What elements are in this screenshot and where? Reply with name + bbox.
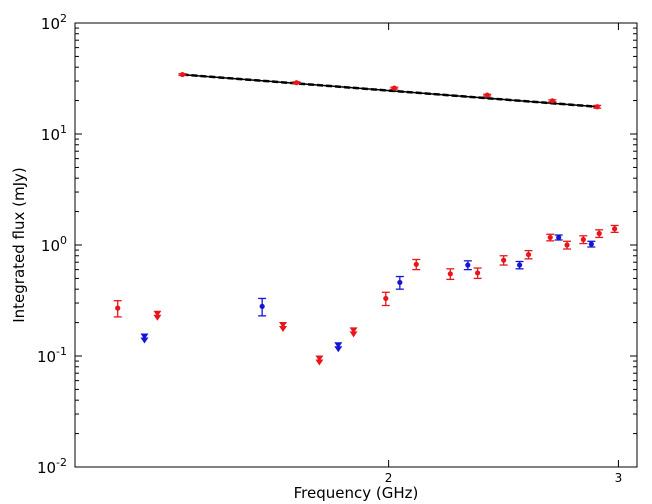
data-point [179,71,186,78]
data-point [525,251,532,258]
x-tick-label: 2 [385,471,393,485]
plot-area-frame [74,22,638,468]
y-tick-label: 100 [41,234,67,255]
data-point [501,257,507,263]
data-point [383,295,389,302]
data-point [556,234,562,241]
upper-limit-arrow [334,342,343,349]
data-point [447,271,453,277]
data-point [594,104,600,110]
data-point [413,261,419,267]
upper-limit-arrow [349,331,358,338]
data-point [293,80,300,86]
x-axis-label: Frequency (GHz) [294,484,419,502]
plot-elements [113,71,619,366]
upper-limit-arrow [349,327,358,334]
plot-frame [74,22,638,468]
upper-limit-arrow [279,322,288,329]
data-point [580,236,586,243]
upper-limit-arrow [334,346,343,353]
upper-limit-arrow [153,310,162,317]
y-tick-label: 102 [41,12,67,33]
data-point [259,303,265,309]
data-point [465,262,471,268]
data-point [612,226,618,232]
data-point [547,234,553,241]
y-tick-label: 10-1 [37,345,67,366]
upper-limit-arrow [153,314,162,321]
upper-limit-arrow [279,326,288,333]
data-point [596,230,602,237]
data-point [397,279,403,286]
upper-limit-arrow [140,333,149,340]
x-tick-label: 3 [615,471,623,485]
data-point [564,242,570,248]
data-point [391,85,397,91]
upper-limit-arrow [140,337,149,344]
upper-limit-arrow [315,355,324,362]
data-point [475,270,481,276]
upper-limit-arrow [315,359,324,366]
data-point [517,262,523,268]
y-tick-label: 101 [41,123,67,144]
axes-text: Frequency (GHz) Integrated flux (mJy) 10… [10,12,622,502]
data-point [588,241,594,247]
data-point [549,98,555,104]
y-tick-label: 10-2 [37,456,67,477]
fit-line-dashed [182,73,598,108]
y-axis-label: Integrated flux (mJy) [10,167,28,323]
data-point [484,92,490,98]
data-point [115,305,121,311]
